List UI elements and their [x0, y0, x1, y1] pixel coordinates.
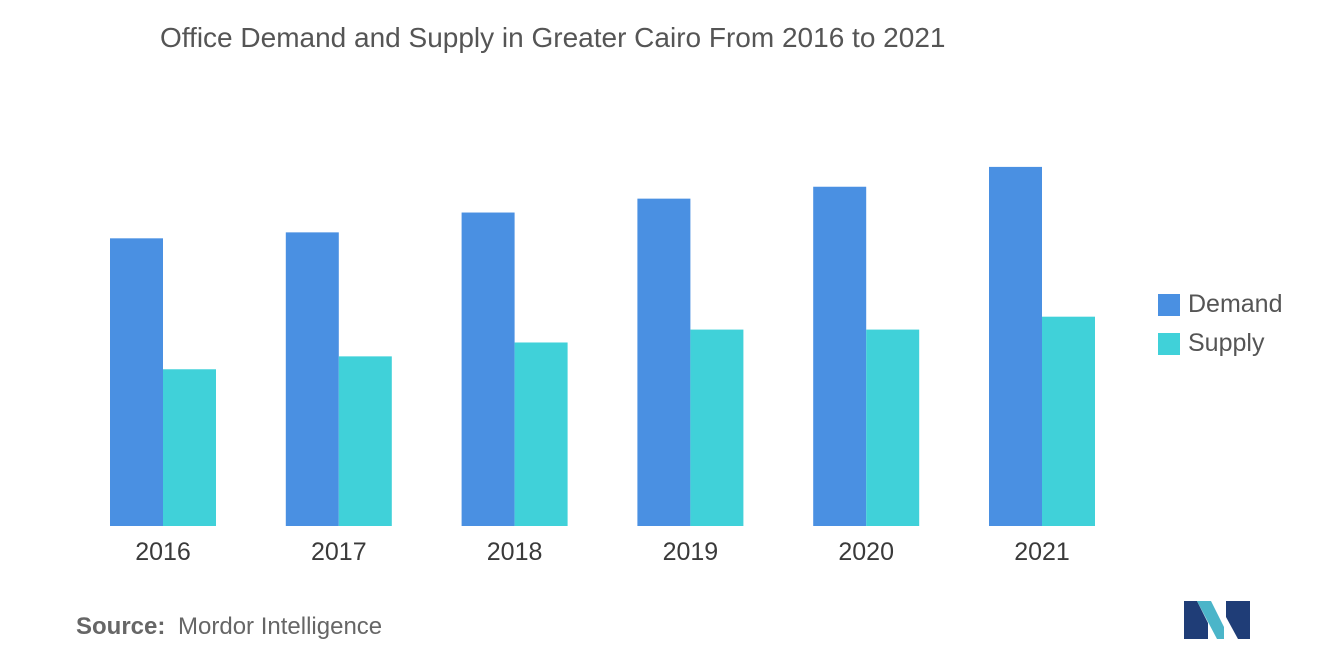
legend-item-supply: Supply	[1158, 324, 1283, 363]
source-note: Source: Mordor Intelligence	[76, 613, 382, 641]
bar-demand-2016	[110, 238, 163, 526]
bar-demand-2018	[461, 212, 515, 526]
bar-demand-2020	[813, 186, 867, 526]
bar-supply-2017	[338, 356, 392, 526]
source-label: Source:	[76, 613, 166, 640]
legend-label-supply: Supply	[1188, 329, 1265, 357]
bar-demand-2017	[285, 232, 339, 527]
bar-supply-2019	[690, 329, 744, 526]
bar-supply-2021	[1042, 316, 1095, 526]
source-text: Mordor Intelligence	[178, 613, 383, 640]
mordor-intelligence-logo-icon	[1184, 601, 1250, 639]
x-tick-label-2021: 2021	[1014, 538, 1070, 566]
bar-supply-2018	[514, 342, 568, 526]
x-axis-ticks: 2016 2017 2018 2019 2020 2021	[135, 538, 1070, 566]
bar-demand-2019	[637, 198, 691, 526]
x-tick-label-2017: 2017	[311, 538, 367, 566]
logo-shape-mid	[1197, 601, 1224, 639]
x-tick-label-2020: 2020	[838, 538, 894, 566]
bars-group	[110, 166, 1095, 527]
legend-swatch-demand	[1158, 293, 1180, 316]
bar-supply-2020	[866, 329, 920, 526]
legend-label-demand: Demand	[1188, 290, 1283, 318]
bar-demand-2021	[989, 166, 1042, 526]
bar-supply-2016	[163, 369, 216, 526]
x-tick-label-2018: 2018	[487, 538, 543, 566]
x-tick-label-2019: 2019	[663, 538, 719, 566]
x-tick-label-2016: 2016	[135, 538, 191, 566]
logo-shape-left	[1184, 601, 1208, 639]
legend-item-demand: Demand	[1158, 285, 1283, 324]
logo-shape-right	[1226, 601, 1250, 639]
chart-title: Office Demand and Supply in Greater Cair…	[160, 22, 946, 53]
legend-swatch-supply	[1158, 332, 1180, 355]
legend: Demand Supply	[1158, 285, 1283, 363]
